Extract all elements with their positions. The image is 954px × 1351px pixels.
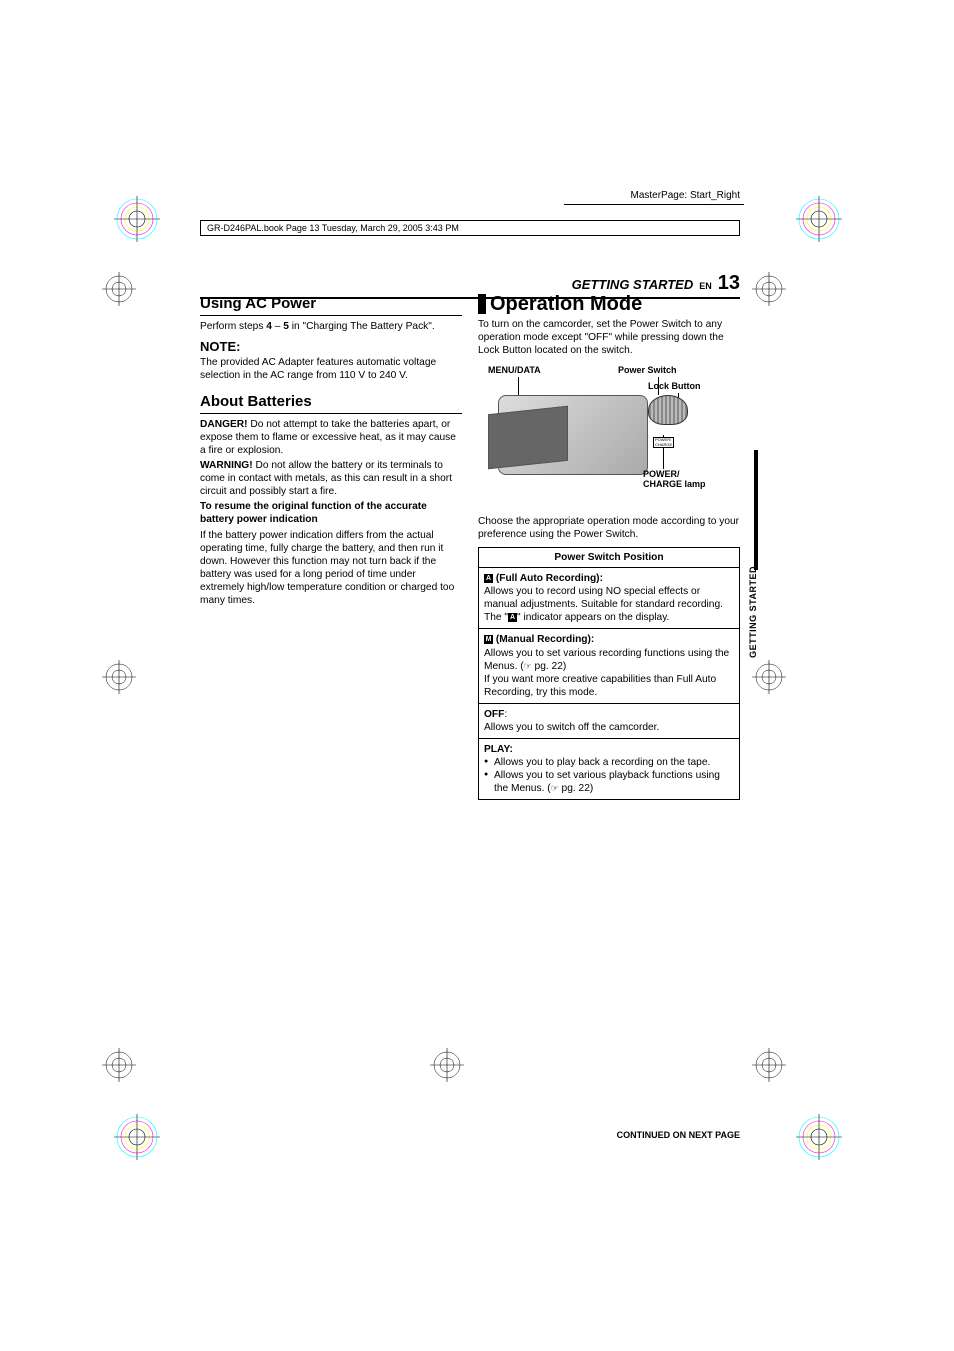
page-ref-icon: ☞ (524, 661, 532, 673)
registration-mark-big-tr (796, 196, 842, 242)
choose-paragraph: Choose the appropriate operation mode ac… (478, 515, 740, 541)
note-heading: NOTE: (200, 339, 462, 356)
list-item: Allows you to set various playback funct… (484, 769, 734, 795)
heading-text: Operation Mode (490, 294, 642, 314)
row-body: Allows you to set various recording func… (484, 647, 734, 673)
list-item: Allows you to play back a recording on t… (484, 756, 734, 769)
left-column: Using AC Power Perform steps 4 – 5 in "C… (200, 294, 462, 800)
registration-mark-tr (752, 272, 786, 306)
section-header: GETTING STARTED (572, 277, 694, 292)
page-number: 13 (718, 272, 740, 295)
auto-mode-icon: A (508, 613, 517, 622)
master-page-label: MasterPage: Start_Right (631, 190, 741, 201)
registration-mark-br (752, 1048, 786, 1082)
camcorder-dial-icon (648, 395, 688, 425)
power-switch-table: Power Switch Position A (Full Auto Recor… (478, 547, 740, 800)
diagram-label-power-switch: Power Switch (618, 365, 677, 377)
side-tab-text: GETTING STARTED (748, 566, 758, 658)
table-row-play: PLAY: Allows you to play back a recordin… (479, 739, 739, 799)
warning-paragraph: WARNING! Do not allow the battery or its… (200, 459, 462, 498)
camcorder-diagram: MENU/DATA Power Switch Lock Button POWER… (478, 365, 740, 505)
resume-body: If the battery power indication differs … (200, 529, 462, 607)
heading-rule (200, 315, 462, 316)
master-page-rule (564, 204, 744, 205)
diagram-label-lock-button: Lock Button (648, 381, 701, 393)
operation-mode-heading: Operation Mode (478, 294, 740, 314)
heading-ac-power: Using AC Power (200, 294, 462, 313)
table-row-auto: A (Full Auto Recording): Allows you to r… (479, 568, 739, 629)
danger-paragraph: DANGER! Do not attempt to take the batte… (200, 418, 462, 457)
table-row-off: OFF: Allows you to switch off the camcor… (479, 704, 739, 739)
diagram-lead-line (658, 377, 659, 395)
table-row-manual: M (Manual Recording): Allows you to set … (479, 629, 739, 703)
manual-mode-icon: M (484, 635, 493, 644)
heading-rule (200, 413, 462, 414)
row-title: PLAY: (484, 743, 734, 756)
diagram-label-menu: MENU/DATA (488, 365, 541, 377)
row-body-2: If you want more creative capabilities t… (484, 673, 734, 699)
ac-paragraph: Perform steps 4 – 5 in "Charging The Bat… (200, 320, 462, 333)
lang-label: EN (699, 281, 712, 291)
row-title: M (Manual Recording): (484, 633, 734, 646)
heading-bar-icon (478, 294, 486, 314)
note-body: The provided AC Adapter features automat… (200, 356, 462, 382)
row-bullets: Allows you to play back a recording on t… (484, 756, 734, 795)
registration-mark-big-br (796, 1114, 842, 1160)
row-body: Allows you to switch off the camcorder. (484, 721, 734, 734)
diagram-small-power-label: POWER/ CHARGE (653, 437, 674, 448)
heading-batteries: About Batteries (200, 392, 462, 411)
side-tab-bar (754, 450, 758, 570)
row-body: Allows you to record using NO special ef… (484, 585, 734, 611)
page-ref-icon: ☞ (551, 783, 559, 795)
registration-mark-bl (102, 1048, 136, 1082)
registration-mark-ml (102, 660, 136, 694)
content-columns: Using AC Power Perform steps 4 – 5 in "C… (200, 294, 740, 800)
resume-heading: To resume the original function of the a… (200, 500, 462, 526)
continued-footer: CONTINUED ON NEXT PAGE (617, 1130, 740, 1140)
page-content: MasterPage: Start_Right GR-D246PAL.book … (200, 190, 740, 1140)
registration-mark-tl (102, 272, 136, 306)
table-header: Power Switch Position (479, 548, 739, 568)
right-column: Operation Mode To turn on the camcorder,… (478, 294, 740, 800)
camcorder-screen-icon (488, 406, 568, 469)
registration-mark-big-tl (114, 196, 160, 242)
row-title: OFF: (484, 708, 734, 721)
auto-mode-icon: A (484, 574, 493, 583)
registration-mark-big-bl (114, 1114, 160, 1160)
registration-mark-mr (752, 660, 786, 694)
intro-paragraph: To turn on the camcorder, set the Power … (478, 318, 740, 357)
row-display-note: The "A" indicator appears on the display… (484, 611, 734, 624)
book-metadata-line: GR-D246PAL.book Page 13 Tuesday, March 2… (200, 220, 740, 236)
diagram-label-lamp: POWER/ CHARGE lamp (643, 470, 706, 490)
row-title: A (Full Auto Recording): (484, 572, 734, 585)
